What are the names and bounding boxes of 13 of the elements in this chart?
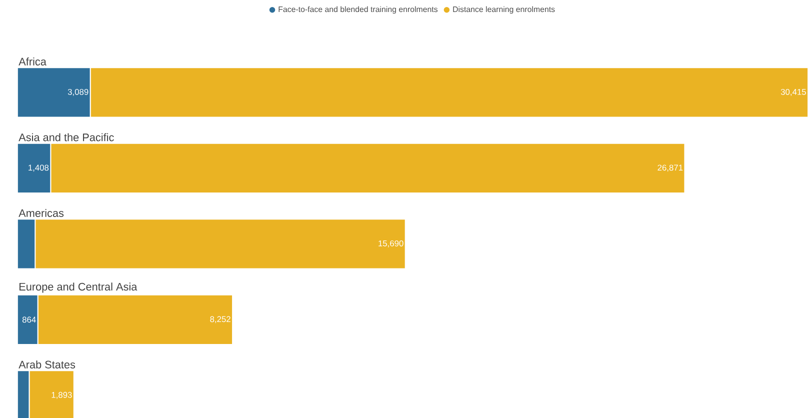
y-tick-label: Americas	[18, 208, 64, 217]
data-label: 1,408	[28, 164, 49, 172]
data-label: 15,690	[378, 240, 404, 248]
y-tick-label: Africa	[18, 57, 46, 66]
y-tick-label: Asia and the Pacific	[18, 133, 114, 142]
data-label: 3,089	[68, 88, 88, 96]
y-tick-label: Arab States	[18, 360, 76, 368]
data-label: 864	[22, 316, 36, 323]
data-label: 1,893	[52, 392, 72, 399]
data-label: 26,871	[658, 164, 683, 172]
y-tick-label: Europe and Central Asia	[20, 282, 138, 293]
data-label: 8,252	[210, 316, 230, 324]
data-label: 30,415	[780, 88, 806, 96]
